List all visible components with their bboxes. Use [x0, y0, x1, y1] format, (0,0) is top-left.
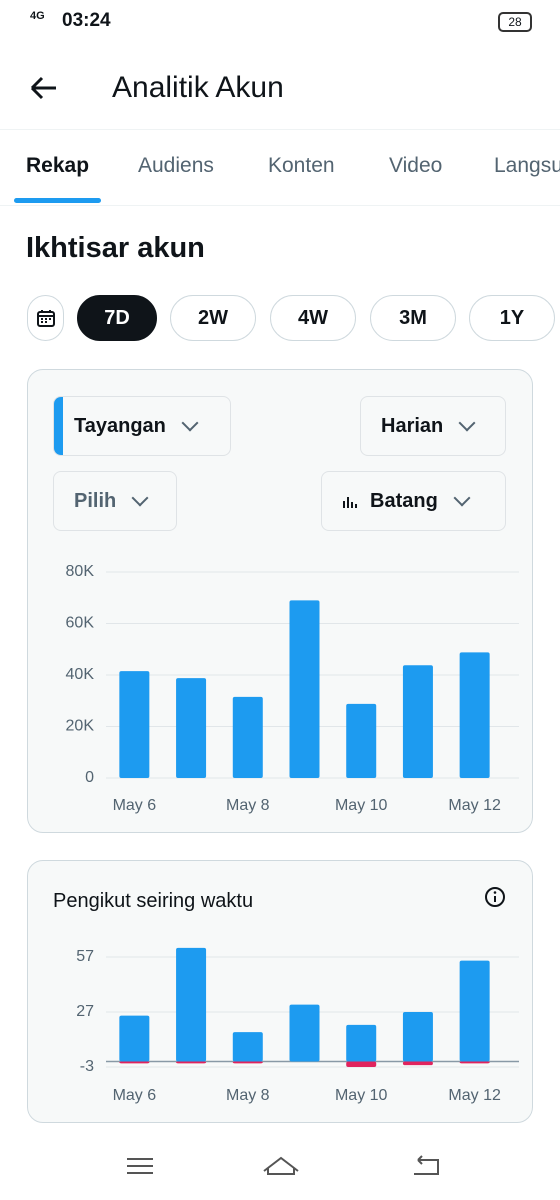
chart-style-label: Batang: [370, 489, 438, 512]
x-tick-label: May 12: [448, 1087, 501, 1104]
chart-style-dropdown[interactable]: Batang: [321, 471, 506, 531]
tab[interactable]: Audiens: [138, 154, 214, 177]
bar: [459, 960, 490, 1062]
compare-label: Pilih: [74, 489, 117, 512]
bar: [232, 1061, 263, 1064]
bar: [176, 1061, 207, 1064]
x-tick-label: May 6: [113, 1087, 157, 1104]
x-tick-label: May 10: [335, 797, 388, 814]
x-tick-label: May 12: [448, 797, 501, 814]
y-tick-label: 40K: [66, 666, 95, 683]
metric-label: Tayangan: [74, 414, 166, 437]
clock: 03:24: [62, 10, 111, 31]
bar: [459, 652, 490, 778]
bar: [232, 696, 263, 778]
bar: [289, 1004, 320, 1062]
range-pill[interactable]: 2W: [170, 295, 256, 341]
section-title: Ikhtisar akun: [26, 232, 205, 264]
range-pill[interactable]: 4W: [270, 295, 356, 341]
bar: [119, 1015, 150, 1062]
back-button[interactable]: [28, 72, 60, 104]
network: 4G: [30, 10, 45, 22]
bar: [176, 947, 207, 1062]
calendar-button[interactable]: [27, 295, 64, 341]
info-button[interactable]: [484, 886, 506, 908]
bar: [402, 1012, 433, 1062]
nav-bar: [127, 1155, 439, 1175]
y-tick-label: 27: [76, 1003, 94, 1020]
period-dropdown[interactable]: Harian: [360, 396, 506, 456]
card: [27, 860, 533, 1123]
battery: 28: [498, 12, 532, 32]
divider: [0, 129, 560, 130]
y-tick-label: 57: [76, 948, 94, 965]
bar: [289, 600, 320, 778]
bar: [402, 1061, 433, 1066]
header-title: Analitik Akun: [112, 71, 284, 104]
bar: [119, 671, 150, 778]
tab-indicator: [14, 198, 101, 203]
tab[interactable]: Video: [389, 154, 443, 177]
bar: [459, 1061, 490, 1064]
x-tick-label: May 6: [113, 797, 157, 814]
bar: [346, 703, 377, 778]
x-tick-label: May 8: [226, 797, 270, 814]
bar: [346, 1024, 377, 1062]
bar: [346, 1061, 377, 1067]
range-pill[interactable]: 7D: [77, 295, 157, 341]
bar: [402, 665, 433, 778]
range-pill[interactable]: 3M: [370, 295, 456, 341]
period-label: Harian: [381, 414, 444, 437]
bar: [119, 1061, 150, 1064]
tab[interactable]: Langsung: [494, 154, 560, 177]
metric-dropdown[interactable]: Tayangan: [53, 396, 231, 456]
card-title: Pengikut seiring waktu: [53, 890, 254, 912]
x-tick-label: May 8: [226, 1087, 270, 1104]
divider: [0, 205, 560, 206]
y-tick-label: 80K: [66, 563, 95, 580]
y-tick-label: 60K: [66, 615, 95, 632]
tab[interactable]: Rekap: [26, 154, 90, 177]
y-tick-label: 0: [85, 769, 94, 786]
compare-dropdown[interactable]: Pilih: [53, 471, 177, 531]
tab[interactable]: Konten: [268, 154, 335, 177]
bar: [176, 678, 207, 778]
bar: [232, 1032, 263, 1062]
y-tick-label: 20K: [66, 718, 95, 735]
range-pill[interactable]: 1Y: [469, 295, 555, 341]
x-tick-label: May 10: [335, 1087, 388, 1104]
y-tick-label: -3: [80, 1058, 94, 1075]
